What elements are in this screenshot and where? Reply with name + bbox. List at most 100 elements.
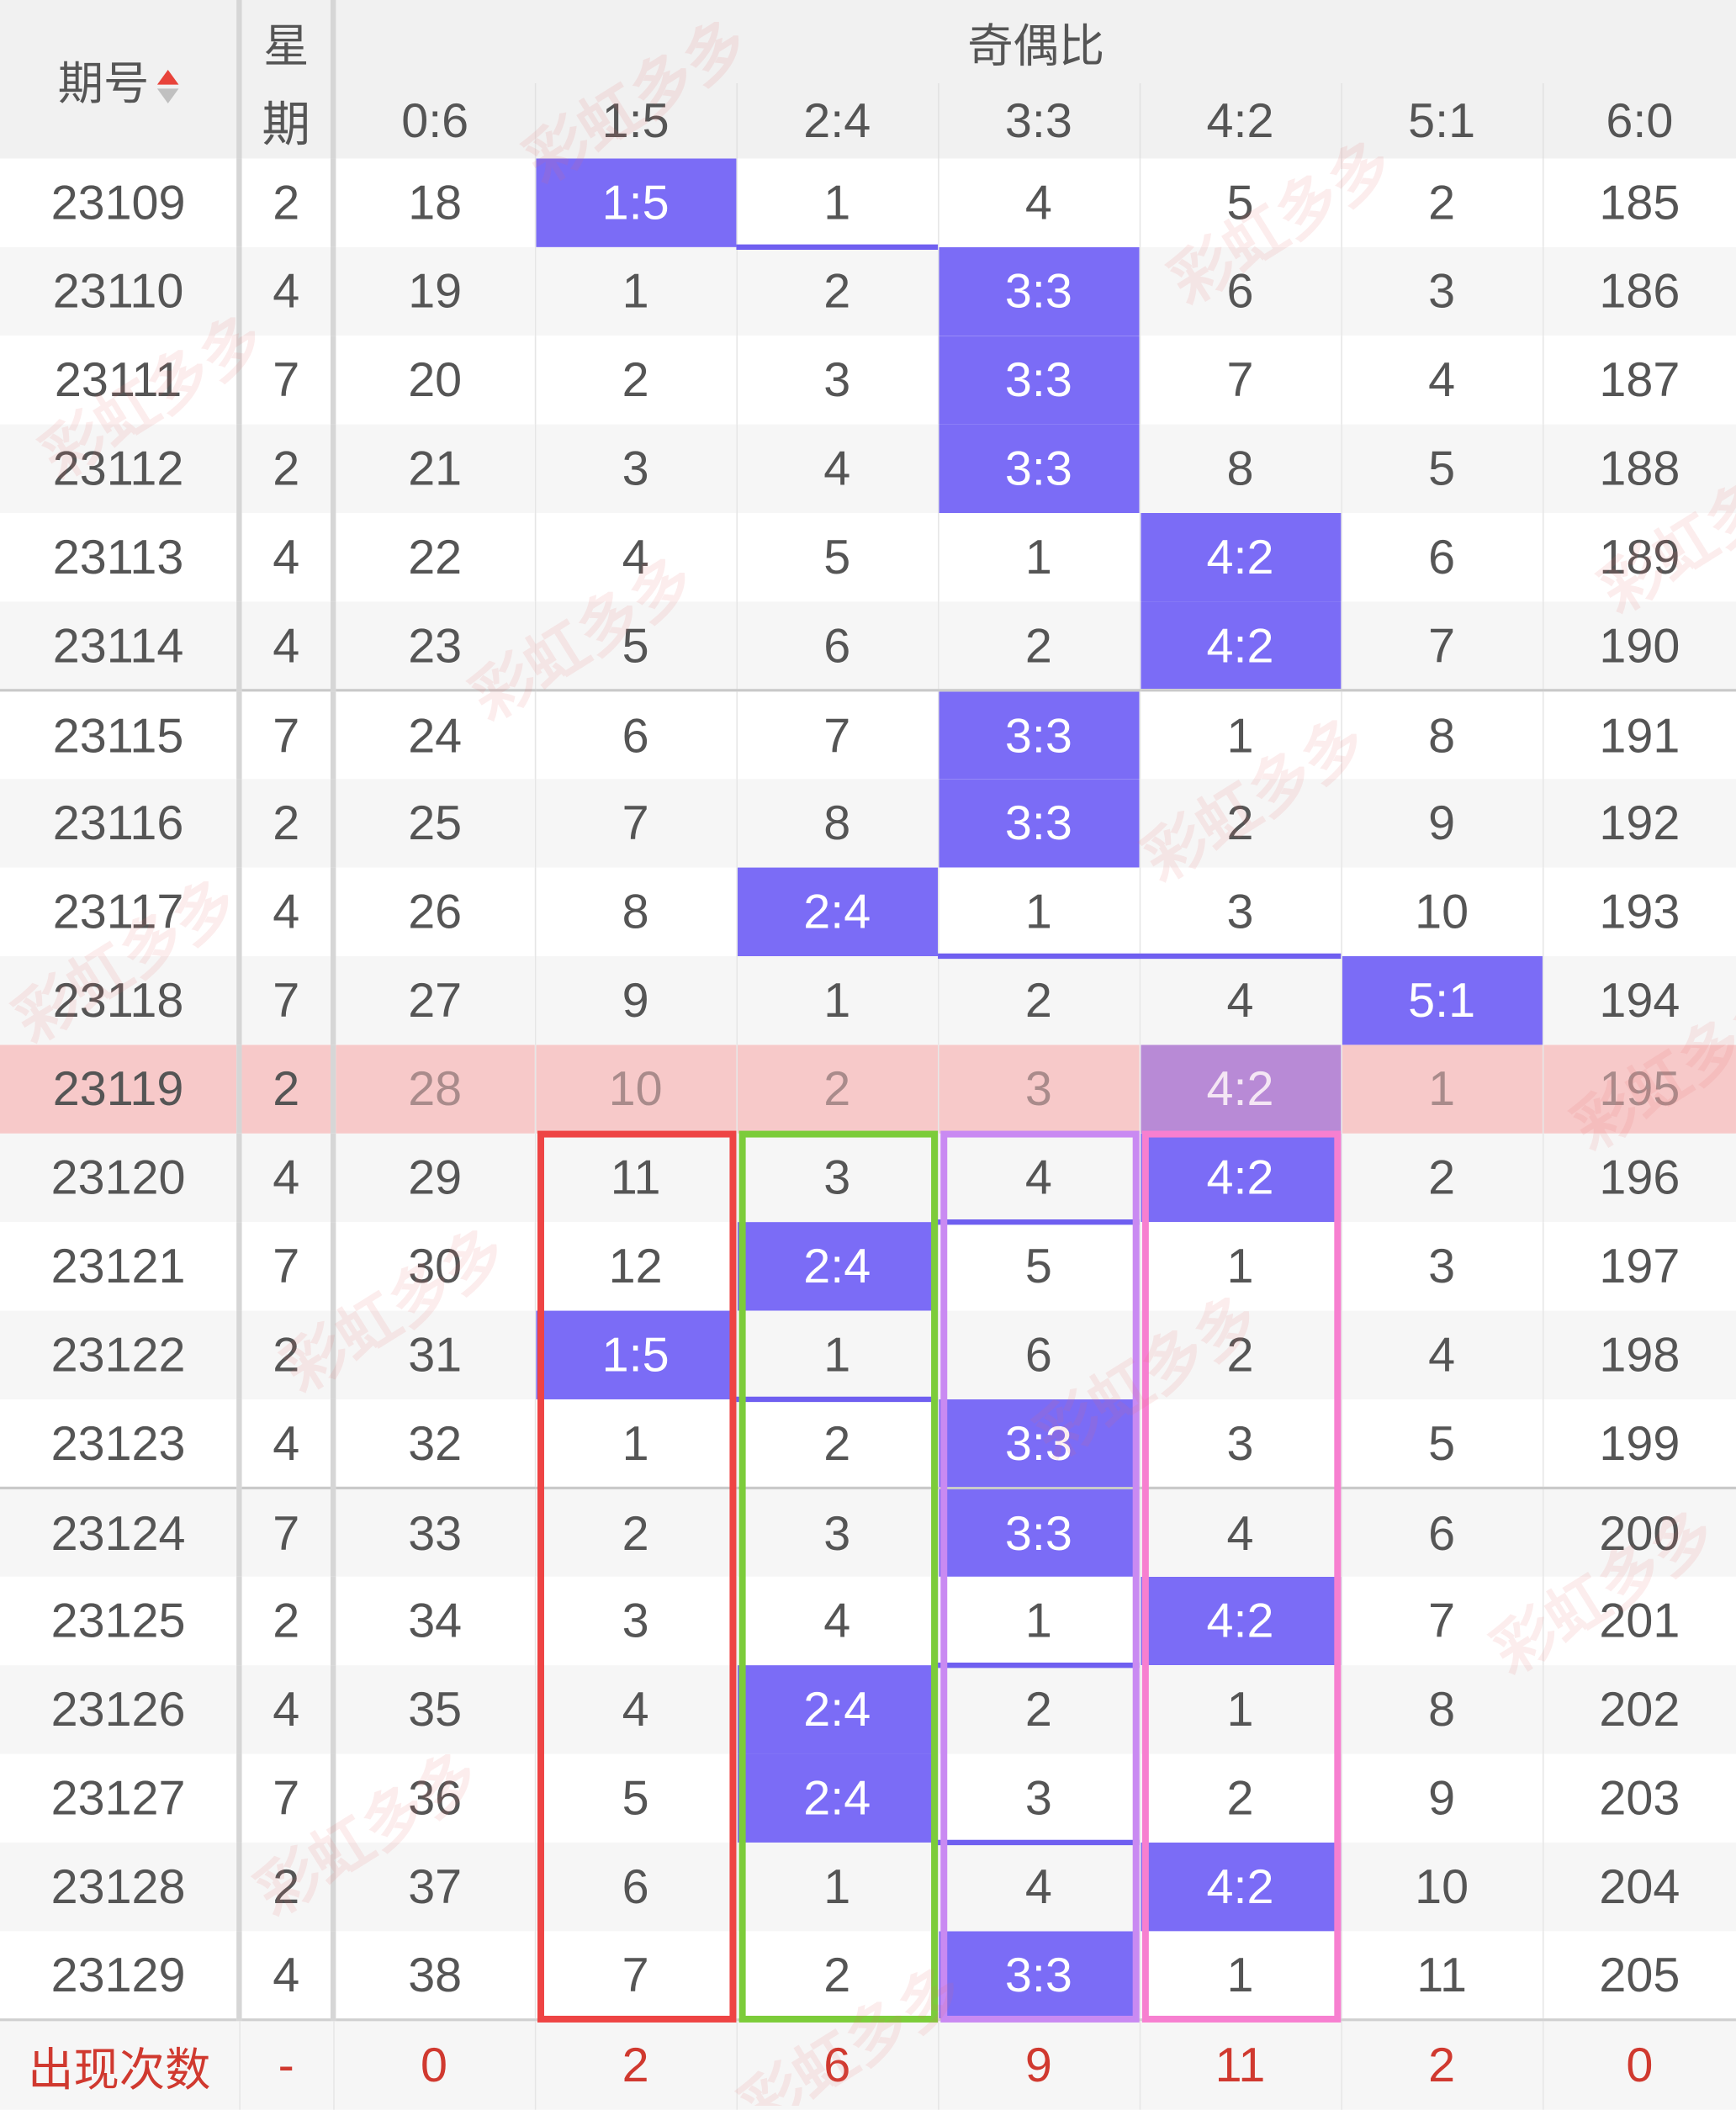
weekday: 4: [236, 1399, 336, 1489]
miss-count-cell: 38: [332, 1931, 535, 2020]
weekday: 4: [236, 601, 336, 692]
miss-count-cell: 2: [735, 1399, 939, 1489]
miss-count-cell: 10: [534, 1044, 737, 1134]
weekday: 4: [236, 1665, 336, 1754]
issue-column-header[interactable]: 期号: [0, 0, 240, 159]
hit-cell: 2:4: [735, 1222, 939, 1311]
miss-count-cell: 11: [534, 1133, 737, 1223]
hit-cell: 3:3: [937, 246, 1140, 336]
miss-count-cell: 186: [1542, 246, 1736, 336]
miss-count-cell: 202: [1542, 1665, 1736, 1754]
issue-number: 23127: [50, 1769, 186, 1826]
hit-cell: 3:3: [937, 779, 1140, 868]
ratio-header-4-2: 4:2: [1138, 83, 1342, 159]
miss-count-cell: 1: [534, 1399, 737, 1489]
miss-count-cell: 199: [1542, 1399, 1736, 1489]
miss-count-cell: 6: [1340, 513, 1543, 602]
miss-count-cell: 5: [1340, 424, 1543, 514]
hit-cell: 4:2: [1138, 513, 1342, 602]
issue-header-label: 期号: [57, 58, 150, 110]
issue-number: 23119: [0, 1044, 240, 1134]
miss-count-cell: 194: [1542, 955, 1736, 1045]
miss-count-cell: 192: [1542, 779, 1736, 868]
ratio-header-1-5: 1:5: [534, 83, 737, 159]
sort-icon[interactable]: [156, 66, 179, 107]
miss-count-cell: 20: [332, 336, 535, 425]
hit-cell: 2:4: [735, 1665, 939, 1754]
weekday: 7: [236, 1488, 336, 1577]
miss-count-cell: 31: [332, 1310, 535, 1399]
weekday: 7: [236, 1753, 336, 1843]
appearance-count-label: 出现次数: [0, 2018, 240, 2110]
weekday: 7: [236, 690, 336, 780]
miss-count-cell: 6: [1138, 246, 1342, 336]
hit-cell: 3:3: [937, 1931, 1140, 2020]
issue-number: 23121: [50, 1238, 186, 1293]
hit-cell: 4:2: [1138, 1133, 1342, 1223]
miss-count-cell: 4: [1340, 336, 1543, 425]
miss-count-cell: 7: [534, 1931, 737, 2020]
weekday: 4: [236, 246, 336, 336]
miss-count-cell: 7: [1340, 601, 1543, 692]
miss-count-cell: 1: [1138, 1931, 1342, 2020]
miss-count-cell: 2: [735, 1044, 939, 1134]
miss-count-cell: 29: [332, 1133, 535, 1223]
miss-count-cell: 7: [534, 779, 737, 868]
miss-count-cell: 1: [1138, 1665, 1342, 1754]
appearance-count-value: 0: [1542, 2018, 1736, 2110]
miss-count-cell: 2: [534, 1488, 737, 1577]
hit-cell: 4:2: [1138, 1044, 1342, 1134]
appearance-count-row: 出现次数 - 0 2 6 9 11 2 0: [0, 2018, 1736, 2110]
issue-number: 23111: [54, 352, 183, 407]
issue-number: 23114: [0, 601, 240, 692]
miss-count-cell: 185: [1542, 158, 1736, 247]
table-row: 23128 2 37 6 1 4 4:2 10 204: [0, 1842, 1736, 1932]
miss-count-cell: 7: [1138, 336, 1342, 425]
miss-count-cell: 2: [1138, 1753, 1342, 1843]
issue-number: 23113: [52, 529, 184, 584]
miss-count-cell: 191: [1542, 690, 1736, 780]
miss-count-cell: 6: [1340, 1488, 1543, 1577]
table-row: 23113 4 22 4 5 1 4:2 6 189: [0, 513, 1736, 602]
miss-count-cell: 19: [332, 246, 535, 336]
miss-count-cell: 3: [735, 1133, 939, 1223]
hit-cell: 2:4: [735, 867, 939, 956]
table-row: 23114 4 23 5 6 2 4:2 7 190: [0, 601, 1736, 692]
miss-count-cell: 7: [735, 690, 939, 780]
miss-count-cell: 26: [332, 867, 535, 956]
miss-count-cell: 6: [937, 1310, 1140, 1399]
weekday: 2: [236, 1044, 336, 1134]
appearance-count-value: 2: [534, 2018, 737, 2110]
miss-count-cell: 36: [332, 1753, 535, 1843]
issue-number: 23112: [0, 424, 240, 514]
miss-count-cell: 8: [534, 867, 737, 956]
miss-count-cell: 3: [1138, 867, 1342, 956]
hit-cell: 2:4: [735, 1753, 939, 1843]
week-header-bottom: 期: [236, 83, 336, 159]
table-row: 23116 2 25 7 8 3:3 2 9 192: [0, 779, 1736, 868]
table-row: 23119 2 28 10 2 3 4:2 1 195: [0, 1044, 1736, 1134]
appearance-count-value: 9: [937, 2018, 1140, 2110]
ratio-header-6-0: 6:0: [1542, 83, 1736, 159]
miss-count-cell: 2: [1340, 158, 1543, 247]
issue-number: 23124: [0, 1488, 240, 1577]
miss-count-cell: 188: [1542, 424, 1736, 514]
miss-count-cell: 4: [534, 513, 737, 602]
miss-count-cell: 1: [937, 513, 1140, 602]
weekday: 4: [236, 1133, 336, 1223]
weekday: 2: [236, 158, 336, 247]
miss-count-cell: 189: [1542, 513, 1736, 602]
miss-count-cell: 190: [1542, 601, 1736, 692]
table-row: 23111 7 20 2 3 3:3 7 4 187: [0, 336, 1736, 425]
ratio-header-2-4: 2:4: [735, 83, 939, 159]
miss-count-cell: 9: [1340, 1753, 1543, 1843]
issue-number: 23123: [0, 1399, 240, 1489]
miss-count-cell: 1: [735, 955, 939, 1045]
weekday: 4: [236, 1931, 336, 2020]
issue-number: 23116: [0, 779, 240, 868]
miss-count-cell: 18: [332, 158, 535, 247]
ratio-header-0-6: 0:6: [332, 83, 535, 159]
miss-count-cell: 1: [937, 867, 1140, 956]
table-row: 23112 2 21 3 4 3:3 8 5 188: [0, 424, 1736, 514]
issue-number: 23129: [50, 1946, 186, 2002]
